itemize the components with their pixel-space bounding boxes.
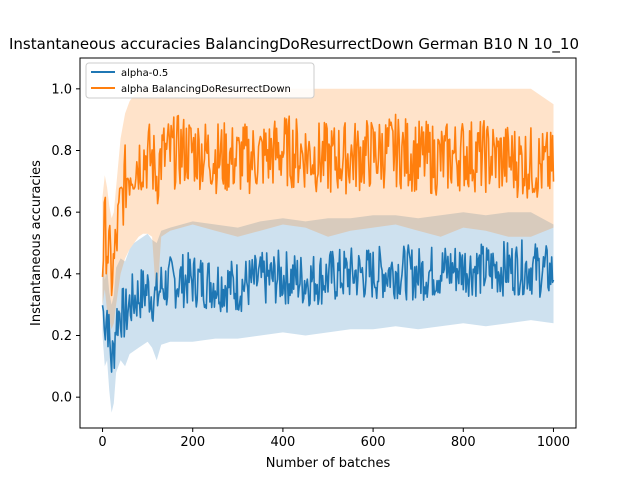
line-series-1 [101,113,555,297]
x-tick-label: 0 [98,435,106,450]
x-axis-label: Number of batches [266,456,391,471]
y-axis-label: Instantaneous accuracies [29,160,44,326]
legend: alpha-0.5 alpha BalancingDoResurrectDown [85,62,315,99]
y-tick-label: 0.4 [51,267,72,282]
band-series-0 [102,212,554,413]
y-tick-label: 0.6 [51,206,72,221]
x-tick-label: 400 [270,435,295,450]
x-axis-ticks: 0 200 400 600 800 1000 [98,428,570,450]
y-axis-ticks: 0.0 0.2 0.4 0.6 0.8 1.0 [51,82,80,406]
axes-frame [79,57,577,429]
legend-label-alpha-balancing: alpha BalancingDoResurrectDown [121,84,291,95]
x-tick-label: 200 [180,435,205,450]
legend-label-alpha-0.5: alpha-0.5 [121,68,168,79]
x-tick-label: 800 [451,435,476,450]
y-tick-label: 0.0 [51,391,72,406]
series-lines [101,113,555,373]
y-tick-label: 0.8 [51,144,72,159]
chart-title: Instantaneous accuracies BalancingDoResu… [9,35,579,54]
x-tick-label: 1000 [537,435,570,450]
x-tick-label: 600 [361,435,386,450]
y-tick-label: 0.2 [51,329,72,344]
legend-box [85,62,315,99]
line-series-0 [101,239,555,373]
plot-area [80,58,576,428]
y-tick-label: 1.0 [51,82,72,97]
